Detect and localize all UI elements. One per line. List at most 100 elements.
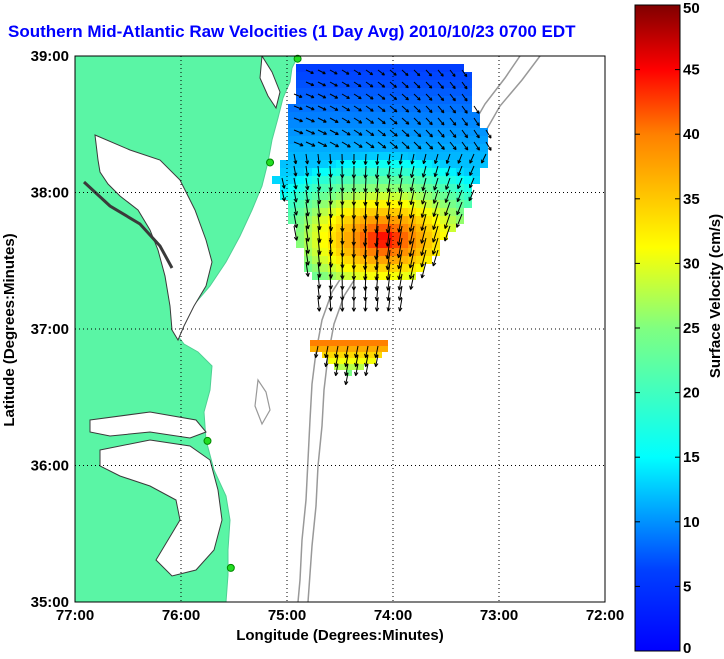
velocity-arrow <box>305 141 316 147</box>
velocity-vectors <box>281 69 492 386</box>
velocity-cell <box>320 120 328 128</box>
velocity-arrow <box>409 189 415 206</box>
velocity-cell <box>352 120 360 128</box>
velocity-arrow <box>386 297 391 312</box>
velocity-cell <box>336 208 344 216</box>
velocity-arrow <box>485 141 492 151</box>
velocity-cell <box>440 88 448 96</box>
velocity-arrow <box>469 153 475 164</box>
velocity-cell <box>432 136 440 144</box>
velocity-cell <box>464 72 472 80</box>
velocity-cell <box>400 272 408 280</box>
velocity-cell <box>340 358 346 364</box>
velocity-cell <box>304 80 312 88</box>
velocity-cell <box>352 240 360 248</box>
velocity-cell <box>328 168 336 176</box>
velocity-arrow <box>456 189 463 203</box>
velocity-arrow <box>341 93 350 99</box>
velocity-cell <box>368 208 376 216</box>
velocity-arrow <box>461 105 468 114</box>
colorbar-tick-label: 15 <box>683 449 700 466</box>
velocity-cell <box>424 72 432 80</box>
velocity-cell <box>320 232 328 240</box>
velocity-cell <box>408 224 416 232</box>
velocity-cell <box>368 112 376 120</box>
velocity-arrow <box>329 81 338 87</box>
velocity-arrow <box>443 225 451 242</box>
velocity-arrow <box>293 117 303 123</box>
velocity-arrow <box>365 69 374 76</box>
velocity-arrow <box>432 225 439 243</box>
velocity-arrow <box>377 81 386 88</box>
velocity-cell <box>440 168 448 176</box>
velocity-cell <box>392 240 400 248</box>
velocity-cell <box>328 176 336 184</box>
velocity-cell <box>368 64 376 72</box>
velocity-cell <box>408 240 416 248</box>
velocity-arrow <box>340 153 345 165</box>
velocity-cell <box>440 152 448 160</box>
velocity-cell <box>440 232 448 240</box>
velocity-cell <box>448 168 456 176</box>
velocity-arrow <box>444 189 451 204</box>
velocity-cell <box>312 80 320 88</box>
velocity-cell <box>376 346 382 352</box>
velocity-cell <box>456 120 464 128</box>
velocity-arrow <box>413 117 422 126</box>
velocity-cell <box>360 224 368 232</box>
velocity-arrow <box>328 297 333 312</box>
velocity-cell <box>328 346 334 352</box>
velocity-cell <box>400 200 408 208</box>
velocity-cell <box>312 192 320 200</box>
velocity-cell <box>408 88 416 96</box>
velocity-cell <box>416 216 424 224</box>
velocity-arrow <box>341 117 351 124</box>
velocity-arrow <box>437 93 445 102</box>
velocity-cell <box>392 192 400 200</box>
velocity-arrow <box>389 117 398 125</box>
velocity-arrow <box>316 177 322 191</box>
velocity-cell <box>376 340 382 346</box>
velocity-cell <box>456 208 464 216</box>
velocity-arrow <box>305 129 316 135</box>
velocity-cell <box>288 168 296 176</box>
velocity-arrow <box>377 69 385 76</box>
velocity-cell <box>456 200 464 208</box>
colorbar-tick-label: 35 <box>683 191 700 208</box>
velocity-arrow <box>432 213 439 230</box>
velocity-cell <box>340 352 346 358</box>
velocity-cell <box>376 192 384 200</box>
velocity-cell <box>312 144 320 152</box>
velocity-cell <box>382 340 388 346</box>
velocity-cell <box>416 240 424 248</box>
velocity-cell <box>360 216 368 224</box>
velocity-arrow <box>317 81 326 87</box>
velocity-cell <box>336 216 344 224</box>
velocity-cell <box>368 144 376 152</box>
velocity-cell <box>312 176 320 184</box>
velocity-cell <box>288 192 296 200</box>
velocity-cell <box>296 72 304 80</box>
velocity-cell <box>320 64 328 72</box>
velocity-arrow <box>351 165 357 179</box>
velocity-cell <box>368 272 376 280</box>
velocity-cell <box>368 240 376 248</box>
velocity-arrow <box>329 69 338 75</box>
velocity-cell <box>424 168 432 176</box>
velocity-cell <box>424 112 432 120</box>
velocity-cell <box>320 144 328 152</box>
velocity-cell <box>312 88 320 96</box>
velocity-cell <box>336 128 344 136</box>
velocity-cell <box>340 346 346 352</box>
velocity-cell <box>424 176 432 184</box>
velocity-cell <box>416 256 424 264</box>
velocity-arrow <box>324 354 329 368</box>
velocity-cell <box>432 152 440 160</box>
velocity-arrow <box>281 177 286 189</box>
velocity-cell <box>408 120 416 128</box>
velocity-cell <box>360 96 368 104</box>
velocity-cell <box>416 104 424 112</box>
velocity-arrow <box>425 141 434 150</box>
colorbar-tick-label: 25 <box>683 320 700 337</box>
velocity-arrow <box>445 153 451 164</box>
